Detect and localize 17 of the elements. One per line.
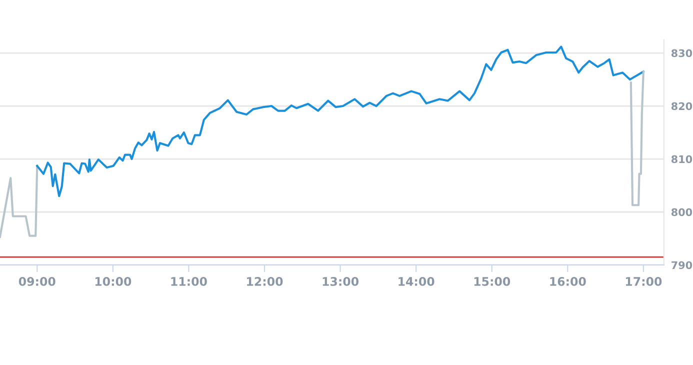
x-tick-label: 13:00	[322, 277, 359, 286]
line-series	[0, 164, 38, 238]
x-tick-label: 11:00	[171, 277, 207, 286]
y-tick-label: 790	[672, 261, 692, 270]
line-series	[630, 70, 644, 206]
x-tick-label: 12:00	[247, 277, 283, 286]
y-tick-label: 820	[671, 102, 692, 110]
x-tick-label: 17:00	[626, 277, 662, 286]
y-tick-label: 830	[671, 49, 692, 58]
y-tick-label: 800	[671, 208, 692, 216]
x-tick-label: 09:00	[18, 277, 56, 286]
x-tick-label: 16:00	[550, 277, 586, 286]
x-tick-label: 15:00	[474, 277, 510, 286]
line-series	[36, 46, 644, 198]
y-tick-label: 810	[671, 155, 692, 164]
x-tick-label: 10:00	[95, 277, 132, 286]
x-tick-label: 14:00	[398, 277, 434, 286]
